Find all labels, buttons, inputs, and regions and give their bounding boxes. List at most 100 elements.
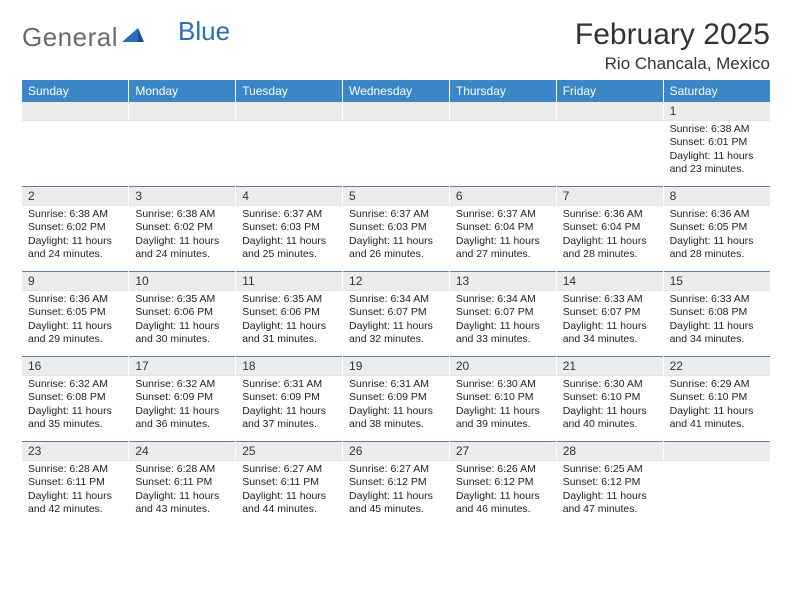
day-line: Sunset: 6:04 PM [456,221,550,234]
day-line: and 24 minutes. [135,248,229,261]
day-cell: 11Sunrise: 6:35 AMSunset: 6:06 PMDayligh… [236,272,343,357]
day-line: Daylight: 11 hours [242,320,336,333]
day-body: Sunrise: 6:36 AMSunset: 6:04 PMDaylight:… [557,206,663,264]
day-number: 2 [22,187,128,206]
day-line: Sunrise: 6:33 AM [563,293,657,306]
day-body: Sunrise: 6:38 AMSunset: 6:02 PMDaylight:… [129,206,235,264]
weekday-header-row: SundayMondayTuesdayWednesdayThursdayFrid… [22,80,770,102]
day-line: Sunrise: 6:32 AM [135,378,229,391]
day-line: Sunset: 6:10 PM [670,391,764,404]
day-line: Sunrise: 6:38 AM [670,123,764,136]
empty-cell [556,102,663,187]
day-line: Daylight: 11 hours [456,320,550,333]
day-line: Sunset: 6:08 PM [670,306,764,319]
day-cell: 15Sunrise: 6:33 AMSunset: 6:08 PMDayligh… [663,272,770,357]
day-body [343,121,449,125]
day-line: Sunrise: 6:33 AM [670,293,764,306]
calendar-week-row: 23Sunrise: 6:28 AMSunset: 6:11 PMDayligh… [22,442,770,527]
day-cell: 14Sunrise: 6:33 AMSunset: 6:07 PMDayligh… [556,272,663,357]
day-cell: 12Sunrise: 6:34 AMSunset: 6:07 PMDayligh… [343,272,450,357]
day-line: Daylight: 11 hours [563,490,657,503]
day-number: 5 [343,187,449,206]
day-line: and 30 minutes. [135,333,229,346]
day-line: Sunset: 6:04 PM [563,221,657,234]
day-line: Sunrise: 6:37 AM [349,208,443,221]
day-line: Sunrise: 6:34 AM [456,293,550,306]
day-line: Sunset: 6:12 PM [563,476,657,489]
day-line: Daylight: 11 hours [135,235,229,248]
day-body [664,461,770,465]
weekday-sunday: Sunday [22,80,129,102]
day-line: Sunset: 6:02 PM [135,221,229,234]
empty-cell [449,102,556,187]
day-cell: 9 Sunrise: 6:36 AMSunset: 6:05 PMDaylight… [22,272,129,357]
day-line: Sunset: 6:11 PM [28,476,122,489]
day-body: Sunrise: 6:33 AMSunset: 6:08 PMDaylight:… [664,291,770,349]
day-number: 7 [557,187,663,206]
title-block: February 2025 Rio Chancala, Mexico [575,18,770,74]
day-line: Sunrise: 6:36 AM [670,208,764,221]
day-line: Sunrise: 6:37 AM [456,208,550,221]
day-cell: 22Sunrise: 6:29 AMSunset: 6:10 PMDayligh… [663,357,770,442]
day-line: Daylight: 11 hours [670,405,764,418]
day-line: Sunset: 6:06 PM [135,306,229,319]
logo-word-blue: Blue [178,18,230,44]
day-line: Daylight: 11 hours [563,235,657,248]
empty-cell [236,102,343,187]
day-cell: 1Sunrise: 6:38 AMSunset: 6:01 PMDaylight… [663,102,770,187]
day-line: Sunrise: 6:28 AM [135,463,229,476]
day-number: 26 [343,442,449,461]
day-number: 8 [664,187,770,206]
day-number: 25 [236,442,342,461]
day-line: Daylight: 11 hours [456,490,550,503]
day-cell: 20Sunrise: 6:30 AMSunset: 6:10 PMDayligh… [449,357,556,442]
day-line: Sunrise: 6:36 AM [28,293,122,306]
day-body: Sunrise: 6:35 AMSunset: 6:06 PMDaylight:… [236,291,342,349]
day-line: Sunset: 6:03 PM [242,221,336,234]
empty-cell [343,102,450,187]
day-number: 9 [22,272,128,291]
day-body: Sunrise: 6:30 AMSunset: 6:10 PMDaylight:… [450,376,556,434]
day-line: Daylight: 11 hours [456,235,550,248]
day-cell: 28Sunrise: 6:25 AMSunset: 6:12 PMDayligh… [556,442,663,527]
weekday-friday: Friday [556,80,663,102]
day-line: and 34 minutes. [670,333,764,346]
day-number: 4 [236,187,342,206]
day-number: 16 [22,357,128,376]
day-cell: 5Sunrise: 6:37 AMSunset: 6:03 PMDaylight… [343,187,450,272]
day-line: Sunset: 6:10 PM [563,391,657,404]
day-line: Sunrise: 6:31 AM [242,378,336,391]
day-line: Sunset: 6:11 PM [135,476,229,489]
day-number: 15 [664,272,770,291]
day-line: Sunset: 6:05 PM [28,306,122,319]
day-line: Daylight: 11 hours [670,320,764,333]
calendar-week-row: 2Sunrise: 6:38 AMSunset: 6:02 PMDaylight… [22,187,770,272]
day-body: Sunrise: 6:34 AMSunset: 6:07 PMDaylight:… [450,291,556,349]
day-line: Daylight: 11 hours [28,320,122,333]
day-number: 10 [129,272,235,291]
day-line: Sunset: 6:06 PM [242,306,336,319]
day-cell: 17Sunrise: 6:32 AMSunset: 6:09 PMDayligh… [129,357,236,442]
day-line: and 43 minutes. [135,503,229,516]
day-line: and 39 minutes. [456,418,550,431]
weekday-thursday: Thursday [449,80,556,102]
day-number [664,442,770,461]
day-number: 21 [557,357,663,376]
day-line: and 35 minutes. [28,418,122,431]
day-number: 11 [236,272,342,291]
calendar-table: SundayMondayTuesdayWednesdayThursdayFrid… [22,80,770,526]
day-line: and 37 minutes. [242,418,336,431]
logo-sail-icon [120,26,144,44]
day-body: Sunrise: 6:36 AMSunset: 6:05 PMDaylight:… [664,206,770,264]
day-cell: 7Sunrise: 6:36 AMSunset: 6:04 PMDaylight… [556,187,663,272]
day-line: and 33 minutes. [456,333,550,346]
day-cell: 6Sunrise: 6:37 AMSunset: 6:04 PMDaylight… [449,187,556,272]
day-line: Sunset: 6:12 PM [456,476,550,489]
day-body [450,121,556,125]
day-line: Sunset: 6:10 PM [456,391,550,404]
day-cell: 21Sunrise: 6:30 AMSunset: 6:10 PMDayligh… [556,357,663,442]
day-cell: 25Sunrise: 6:27 AMSunset: 6:11 PMDayligh… [236,442,343,527]
day-line: Daylight: 11 hours [563,320,657,333]
day-body: Sunrise: 6:38 AMSunset: 6:01 PMDaylight:… [664,121,770,179]
calendar-page: General Blue February 2025 Rio Chancala,… [0,0,792,526]
